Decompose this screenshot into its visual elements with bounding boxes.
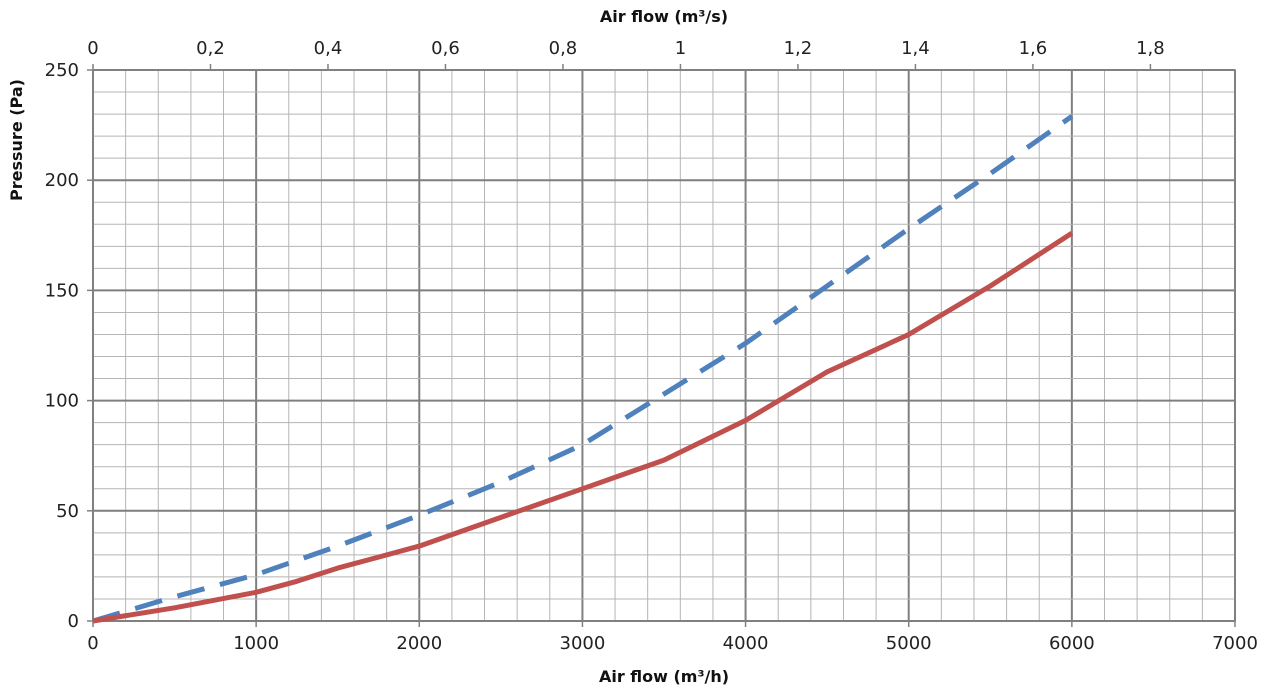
x2-tick-label: 0,6 — [431, 38, 460, 59]
y-axis-ticks: 0 50 100 150 200 250 — [45, 60, 93, 632]
series-group — [92, 114, 1074, 624]
x2-tick-label: 1,6 — [1019, 38, 1048, 59]
y-tick-label: 100 — [45, 391, 79, 412]
x2-tick-label: 0,4 — [314, 38, 343, 59]
x-tick-label: 5000 — [886, 633, 932, 654]
x2-tick-label: 0 — [87, 38, 98, 59]
x-tick-label: 3000 — [560, 633, 606, 654]
x2-axis-ticks: 0 0,2 0,4 0,6 0,8 1 1,2 1,4 1,6 1,8 — [87, 38, 1165, 70]
y-axis-title: Pressure (Pa) — [7, 79, 26, 201]
x-tick-label: 2000 — [396, 633, 442, 654]
x-tick-label: 0 — [87, 633, 98, 654]
x-tick-label: 1000 — [233, 633, 279, 654]
x2-axis-title: Air flow (m³/s) — [600, 7, 728, 26]
solid-series-line — [92, 231, 1074, 624]
y-tick-label: 150 — [45, 280, 79, 301]
x-tick-label: 7000 — [1212, 633, 1258, 654]
y-tick-label: 50 — [56, 501, 79, 522]
x2-tick-label: 1,2 — [784, 38, 813, 59]
x2-tick-label: 1,8 — [1136, 38, 1165, 59]
x-axis-ticks: 0 1000 2000 3000 4000 5000 6000 7000 — [87, 621, 1258, 654]
y-tick-label: 0 — [68, 611, 79, 632]
grid — [92, 69, 1236, 622]
x-axis-title: Air flow (m³/h) — [599, 667, 729, 686]
x2-tick-label: 1 — [675, 38, 686, 59]
plot-frame — [92, 69, 1236, 622]
y-tick-label: 250 — [45, 60, 79, 81]
x2-tick-label: 0,2 — [196, 38, 225, 59]
x2-tick-label: 0,8 — [549, 38, 578, 59]
y-tick-label: 200 — [45, 170, 79, 191]
x-tick-label: 4000 — [723, 633, 769, 654]
x-tick-label: 6000 — [1049, 633, 1095, 654]
x2-tick-label: 1,4 — [901, 38, 930, 59]
